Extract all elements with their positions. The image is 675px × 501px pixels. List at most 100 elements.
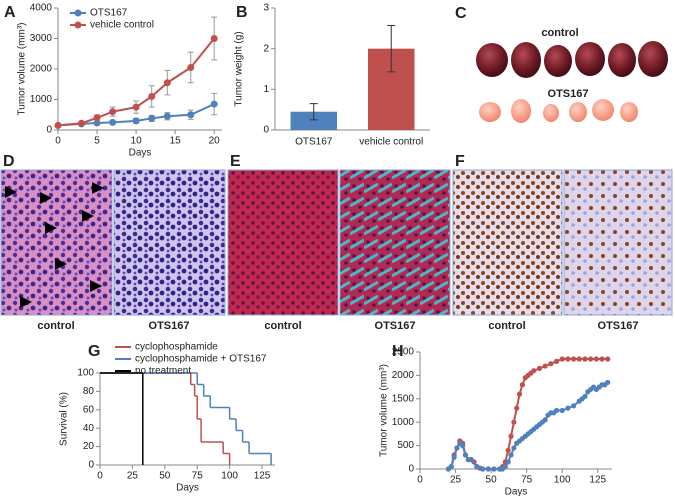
arrowheads [5, 182, 104, 308]
point [132, 117, 140, 125]
point [93, 114, 101, 122]
point [565, 356, 571, 362]
point [511, 445, 517, 451]
image-label: OTS167 [375, 320, 416, 332]
point [582, 356, 588, 362]
y-tick-label: 3000 [30, 33, 53, 44]
point [448, 464, 454, 470]
point [187, 63, 195, 71]
legend-label: vehicle control [90, 20, 154, 31]
y-tick-label: 40 [83, 423, 95, 434]
point [479, 466, 486, 472]
point [576, 356, 582, 362]
point [588, 356, 594, 362]
y-axis-label: Tumor weight (g) [234, 31, 245, 106]
legend-label: no treatment [135, 366, 191, 377]
point [559, 407, 565, 414]
tumor-photo [476, 41, 668, 123]
panel-letter: G [88, 343, 100, 360]
y-tick-label: 2000 [30, 64, 53, 75]
panel-letter: E [230, 153, 241, 170]
x-tick-label: 75 [192, 471, 204, 482]
panel-letter: F [455, 153, 465, 170]
histology-image [0, 169, 113, 316]
y-tick-label: 0 [46, 125, 52, 136]
point [109, 108, 117, 116]
image-label: OTS167 [149, 320, 190, 332]
point [508, 433, 514, 439]
point [187, 111, 195, 119]
point [54, 121, 62, 129]
y-tick-label: 1000 [392, 417, 415, 428]
image-label: control [541, 27, 578, 39]
panel-letter: H [392, 343, 404, 360]
x-tick-label: 100 [221, 471, 238, 482]
histology-image [113, 169, 226, 316]
point [148, 114, 156, 122]
y-axis-label: Tumor volume (mm³) [379, 364, 390, 457]
x-axis-label: Days [505, 487, 528, 496]
x-axis-label: Days [176, 483, 199, 494]
point [605, 356, 611, 362]
legend-marker [74, 21, 82, 29]
point [514, 405, 520, 411]
legend-marker [74, 9, 82, 17]
point [571, 403, 577, 409]
point [542, 417, 548, 423]
point [163, 112, 171, 120]
point [553, 407, 560, 414]
y-axis-label: Survival (%) [59, 392, 70, 446]
x-tick-label: 125 [589, 475, 606, 486]
histology-image [452, 169, 563, 316]
histology-image [227, 169, 339, 316]
image-label: control [37, 320, 74, 332]
y-tick-label: 20 [83, 441, 95, 452]
point [491, 466, 497, 472]
legend-label: cyclophosphamide [135, 342, 218, 353]
legend-label: OTS167 [90, 8, 128, 19]
x-tick-label: 0 [97, 471, 103, 482]
y-tick-label: 1500 [392, 393, 415, 404]
x-tick-label: 20 [209, 136, 221, 147]
x-tick-label: 15 [170, 136, 182, 147]
point [553, 358, 560, 364]
point [210, 100, 218, 108]
point [460, 443, 466, 449]
x-tick-label: 0 [417, 475, 423, 486]
y-tick-label: 2500 [392, 347, 415, 358]
y-tick-label: 3 [263, 3, 269, 14]
point [505, 459, 511, 465]
point [511, 419, 517, 425]
y-tick-label: 0 [263, 125, 269, 136]
point [536, 365, 543, 371]
y-tick-label: 1000 [30, 94, 53, 105]
x-tick-label: 75 [521, 475, 533, 486]
point [559, 356, 565, 362]
point [531, 368, 537, 374]
point [508, 452, 514, 458]
point [516, 391, 523, 397]
error-bar [309, 103, 318, 121]
image-label: OTS167 [598, 320, 639, 332]
x-tick-label: 0 [55, 136, 61, 147]
panel-letter: B [236, 4, 248, 21]
point [565, 405, 571, 411]
y-tick-label: 100 [77, 368, 94, 379]
point [148, 92, 156, 100]
bar [290, 111, 337, 130]
point [77, 119, 85, 127]
point [109, 118, 117, 126]
y-tick-label: 500 [397, 440, 414, 451]
legend-label: cyclophosphamide + OTS167 [135, 354, 267, 365]
point [593, 356, 599, 362]
y-tick-label: 2000 [392, 370, 415, 381]
y-tick-label: 60 [83, 404, 95, 415]
y-tick-label: 0 [408, 464, 414, 475]
x-tick-label: vehicle control [359, 137, 423, 148]
point [454, 445, 460, 451]
histology-image [339, 169, 451, 316]
point [519, 382, 526, 388]
image-label: OTS167 [548, 88, 589, 100]
point [210, 35, 218, 42]
